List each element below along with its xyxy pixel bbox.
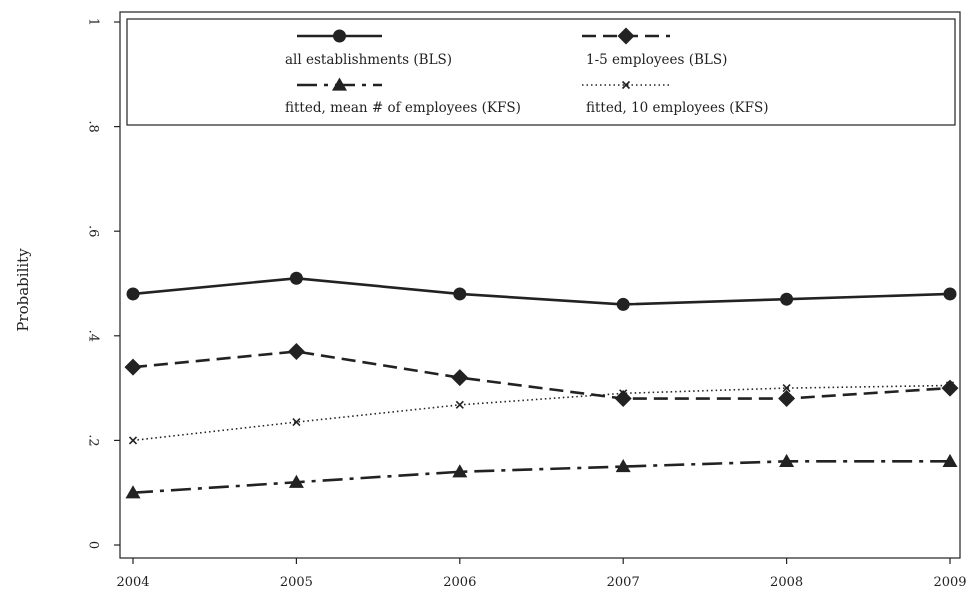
data-point <box>332 77 347 91</box>
data-point <box>292 418 301 427</box>
legend-label: fitted, mean # of employees (KFS) <box>285 100 521 116</box>
data-point <box>615 459 631 473</box>
data-point <box>619 389 628 398</box>
series-4 <box>128 381 955 445</box>
legend-box <box>126 18 956 126</box>
x-tick-label: 2008 <box>770 575 803 590</box>
legend-label: fitted, 10 employees (KFS) <box>586 100 768 116</box>
data-point-stroke <box>128 436 138 445</box>
data-point-stroke <box>619 389 628 398</box>
series-line <box>132 276 951 306</box>
data-point <box>125 485 141 499</box>
x-tick-label: 2007 <box>607 575 640 590</box>
data-point-stroke <box>621 80 631 90</box>
y-axis-label: Probability <box>14 248 32 332</box>
data-point-stroke <box>292 418 301 427</box>
series-line <box>132 384 951 442</box>
data-point <box>289 271 303 285</box>
data-point-stroke <box>945 381 955 390</box>
data-point <box>451 369 469 387</box>
y-tick-label: .6 <box>85 225 100 237</box>
legend-item: fitted, 10 employees (KFS) <box>582 80 768 116</box>
y-tick-label: .4 <box>85 330 100 342</box>
series-group <box>124 271 959 499</box>
data-point <box>942 453 958 467</box>
legend-item: all establishments (BLS) <box>285 29 452 68</box>
data-point <box>452 464 468 478</box>
series-3 <box>125 453 958 499</box>
data-point <box>128 436 138 445</box>
data-point-stroke <box>455 400 464 409</box>
data-point <box>614 390 632 408</box>
legend-label: 1-5 employees (BLS) <box>586 52 727 68</box>
data-point-stroke <box>782 384 791 393</box>
x-tick-label: 2006 <box>443 575 476 590</box>
data-point <box>782 384 791 393</box>
data-point <box>288 474 304 488</box>
x-tick-label: 2005 <box>280 575 313 590</box>
y-tick-label: 1 <box>85 18 100 26</box>
series-line <box>132 350 951 400</box>
axes: 0 .2 .4 .6 .8 1 2004 2005 2006 2007 2008 2009 <box>85 11 967 590</box>
series-2 <box>124 342 959 408</box>
series-1 <box>126 271 957 311</box>
legend-label: all establishments (BLS) <box>285 52 452 68</box>
data-point <box>616 297 630 311</box>
data-point <box>778 390 796 408</box>
data-point <box>945 381 955 390</box>
legend-item: 1-5 employees (BLS) <box>582 27 727 68</box>
data-point <box>126 287 140 301</box>
plot-frame <box>119 11 961 559</box>
y-tick-label: 0 <box>85 541 100 549</box>
legend-item: fitted, mean # of employees (KFS) <box>285 77 521 116</box>
legend: all establishments (BLS) 1-5 employees (B… <box>126 18 956 126</box>
data-point <box>941 379 959 397</box>
data-point <box>455 400 464 409</box>
x-tick-label: 2009 <box>933 575 966 590</box>
data-point <box>779 453 795 467</box>
data-point <box>453 287 467 301</box>
data-point <box>943 287 957 301</box>
data-point <box>287 342 305 360</box>
data-point <box>333 29 346 43</box>
data-point <box>780 292 794 306</box>
data-point <box>124 358 142 376</box>
y-tick-label: .2 <box>85 434 100 446</box>
data-point <box>617 27 635 45</box>
y-tick-label: .8 <box>85 120 100 132</box>
data-point <box>621 80 631 90</box>
x-tick-label: 2004 <box>116 575 149 590</box>
series-line <box>132 460 950 494</box>
